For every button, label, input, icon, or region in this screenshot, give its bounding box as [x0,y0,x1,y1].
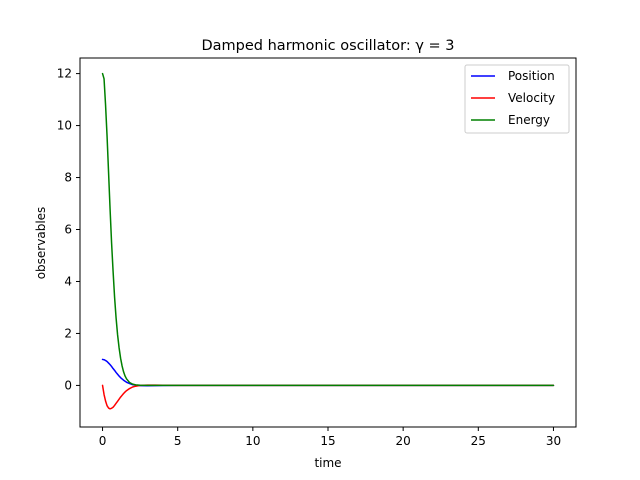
x-tick-label: 20 [396,434,411,448]
y-tick-label: 4 [64,274,72,288]
chart-title: Damped harmonic oscillator: γ = 3 [202,38,455,54]
series-line-energy [101,72,555,387]
legend: Position Velocity Energy [464,64,570,134]
x-tick-label: 30 [546,434,561,448]
x-axis-label: time [314,456,341,470]
y-tick-label: 2 [64,326,72,340]
legend-label-energy: Energy [508,113,550,127]
y-tick-label: 6 [64,223,72,237]
series-layer [101,72,555,410]
y-tick-label: 8 [64,171,72,185]
x-tick-label: 5 [174,434,182,448]
plot-area-frame [79,57,577,428]
y-tick-label: 12 [57,67,72,81]
y-tick-label: 0 [64,378,72,392]
x-tick-label: 10 [245,434,260,448]
y-axis-label: observables [34,207,48,280]
legend-items: Position Velocity Energy [471,69,555,127]
legend-label-position: Position [508,69,555,83]
ticks-layer: 0 5 10 15 20 25 30 0 2 4 6 8 10 12 [57,67,561,448]
x-tick-label: 0 [99,434,107,448]
legend-box [464,64,570,134]
x-tick-label: 15 [320,434,335,448]
x-tick-label: 25 [471,434,486,448]
y-tick-label: 10 [57,119,72,133]
legend-label-velocity: Velocity [508,91,555,105]
